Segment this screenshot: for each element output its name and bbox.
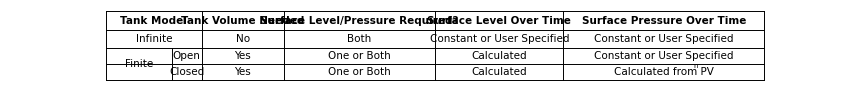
Text: Yes: Yes bbox=[234, 67, 251, 77]
Text: Open: Open bbox=[173, 51, 200, 61]
Text: Both: Both bbox=[347, 34, 372, 44]
Text: No: No bbox=[235, 34, 250, 44]
Text: Yes: Yes bbox=[234, 51, 251, 61]
Text: Finite: Finite bbox=[125, 59, 153, 69]
Text: Surface Level Over Time: Surface Level Over Time bbox=[427, 15, 571, 25]
Text: Constant or User Specified: Constant or User Specified bbox=[594, 51, 734, 61]
Text: One or Both: One or Both bbox=[328, 51, 391, 61]
Text: One or Both: One or Both bbox=[328, 67, 391, 77]
Text: Calculated from PV: Calculated from PV bbox=[614, 67, 714, 77]
Text: Tank Model: Tank Model bbox=[121, 15, 188, 25]
Text: Tank Volume Needed: Tank Volume Needed bbox=[181, 15, 304, 25]
Text: Infinite: Infinite bbox=[136, 34, 172, 44]
Text: Calculated: Calculated bbox=[471, 51, 527, 61]
Text: Closed: Closed bbox=[169, 67, 205, 77]
Text: Calculated: Calculated bbox=[471, 67, 527, 77]
Text: Surface Level/Pressure Required?: Surface Level/Pressure Required? bbox=[260, 15, 458, 25]
Text: Constant or User Specified: Constant or User Specified bbox=[430, 34, 569, 44]
Text: n: n bbox=[693, 63, 698, 69]
Text: Constant or User Specified: Constant or User Specified bbox=[594, 34, 734, 44]
Text: Surface Pressure Over Time: Surface Pressure Over Time bbox=[582, 15, 746, 25]
